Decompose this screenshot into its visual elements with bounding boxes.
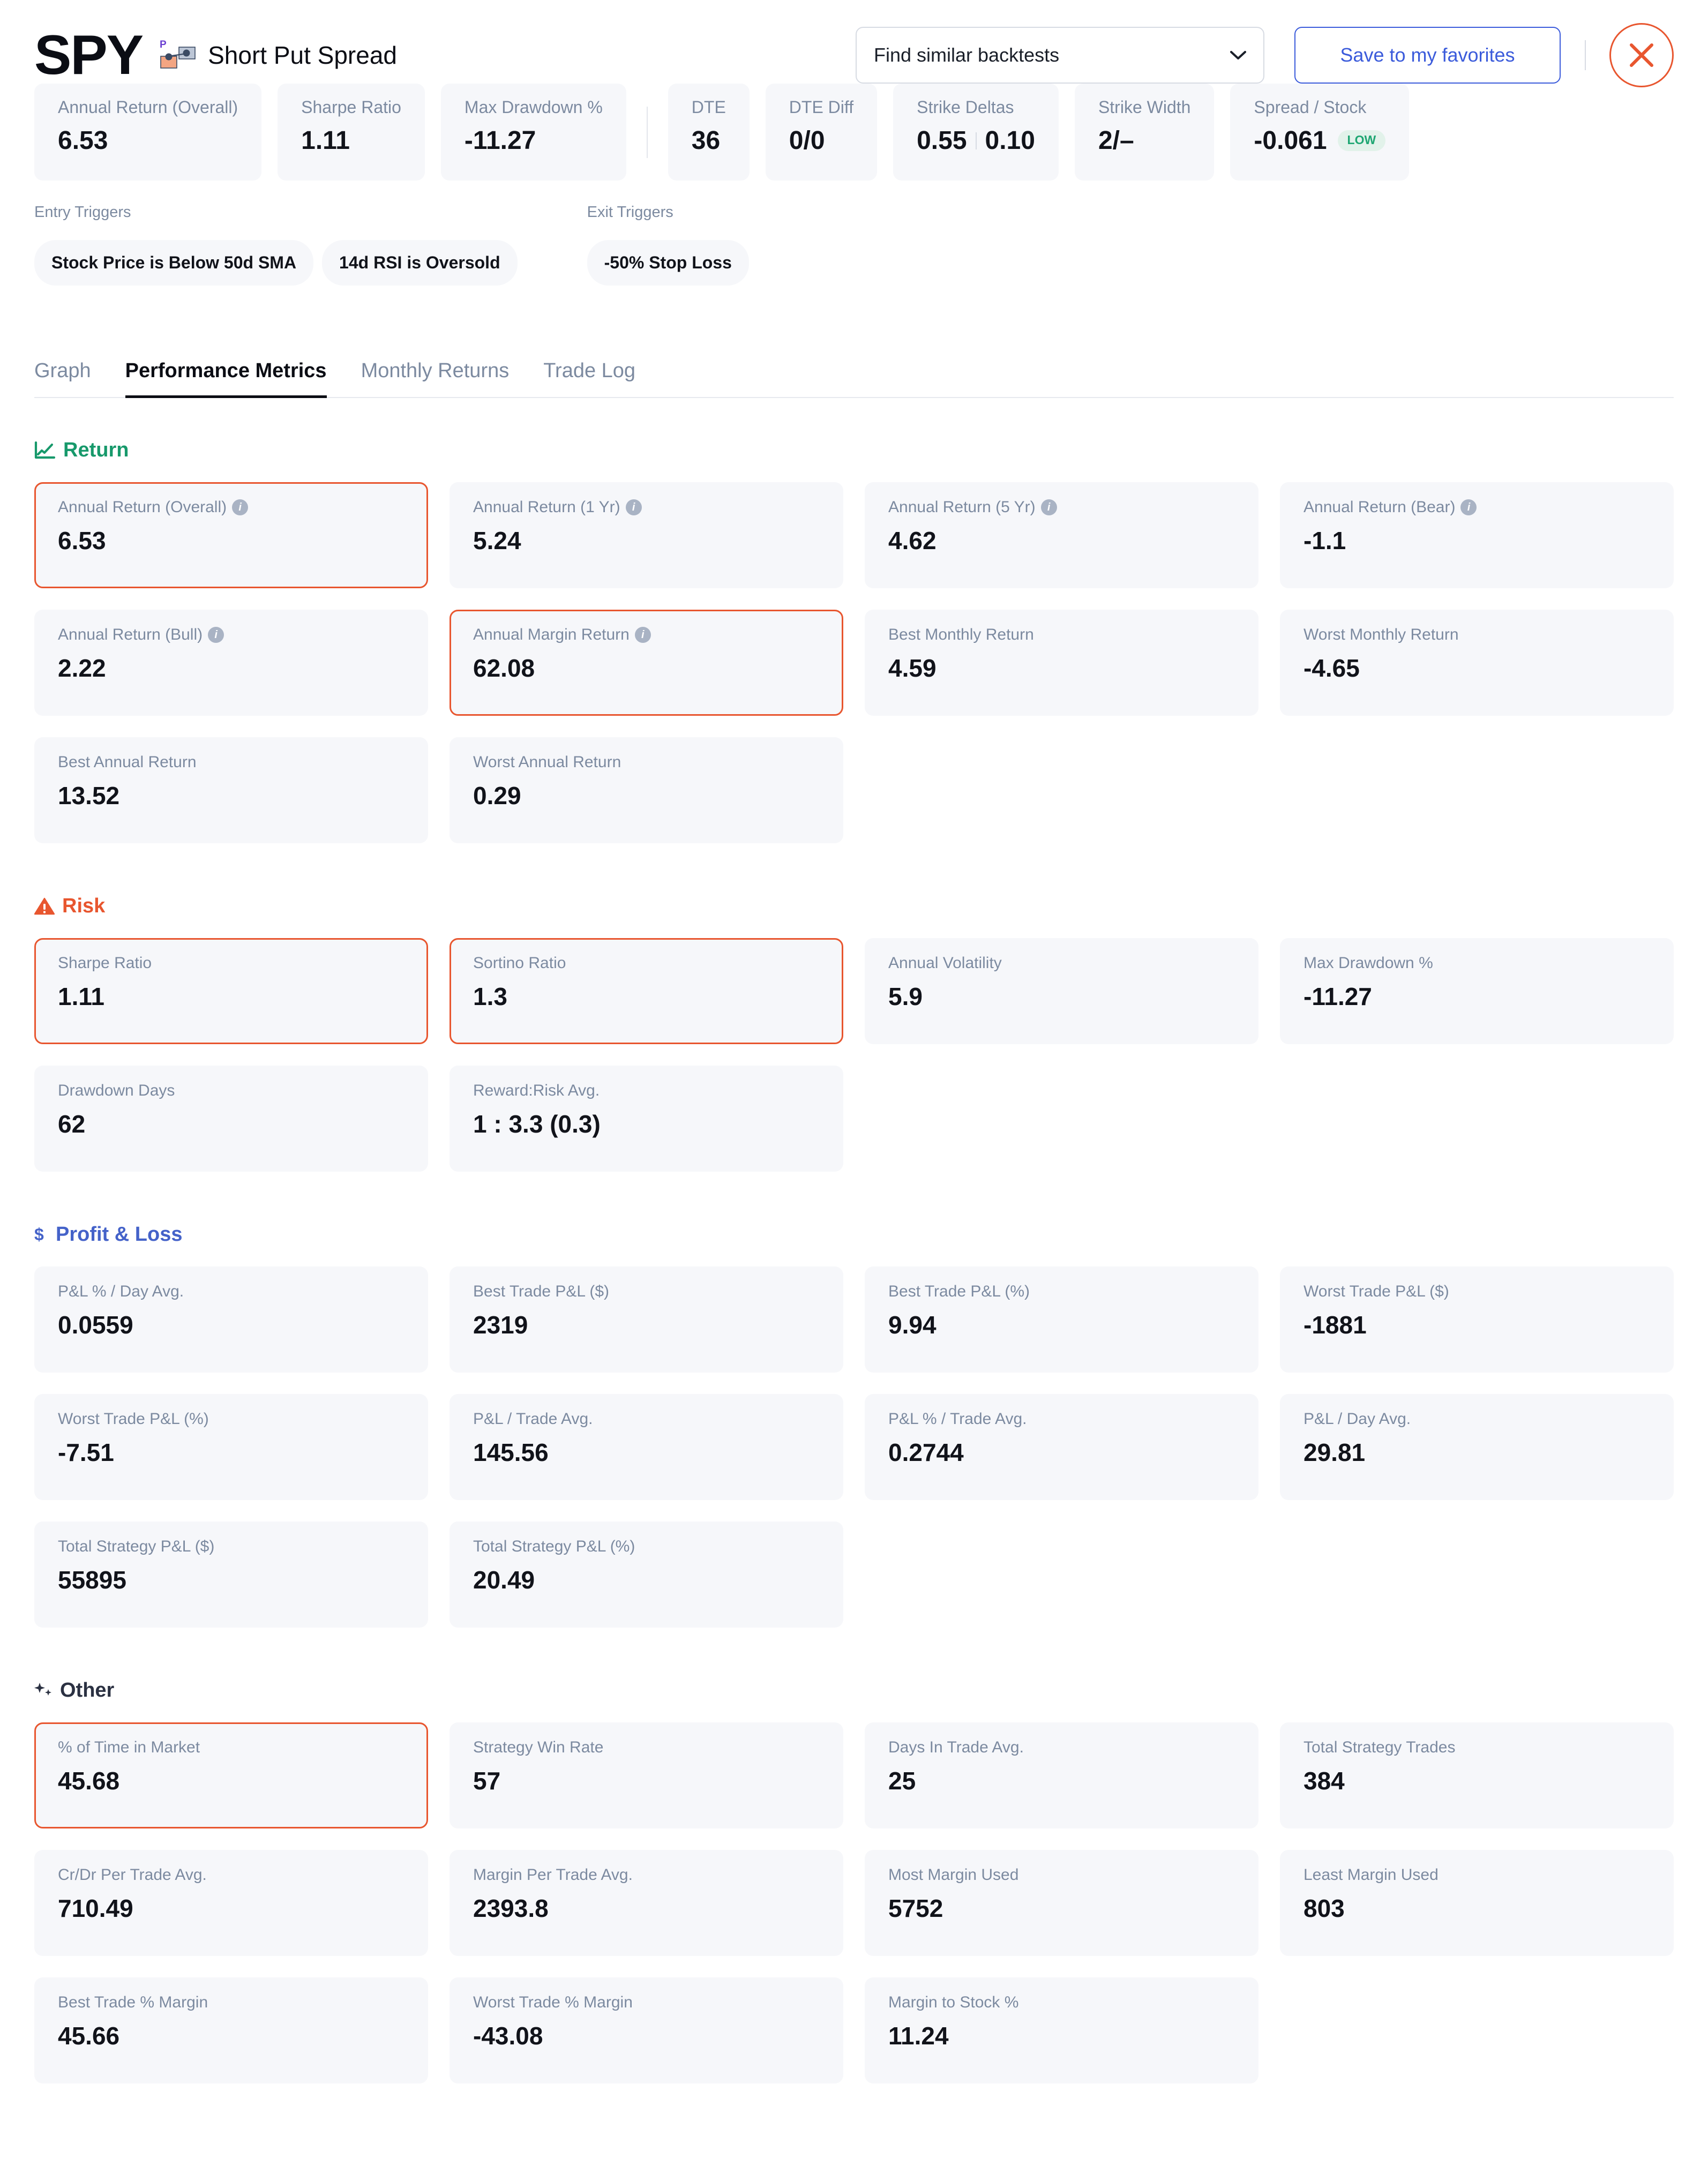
svg-text:P: P <box>160 40 167 50</box>
svg-text:$: $ <box>34 1226 44 1244</box>
